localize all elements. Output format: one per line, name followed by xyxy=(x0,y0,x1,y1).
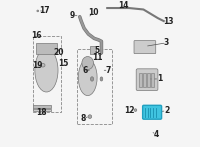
Text: 19: 19 xyxy=(33,61,43,70)
Text: 18: 18 xyxy=(36,108,47,117)
Text: 2: 2 xyxy=(164,106,169,115)
Text: 1: 1 xyxy=(157,75,162,83)
Bar xyxy=(143,73,146,87)
Text: 6: 6 xyxy=(82,66,87,75)
Text: 5: 5 xyxy=(95,46,100,55)
Bar xyxy=(33,109,51,111)
FancyBboxPatch shape xyxy=(136,69,158,91)
Bar xyxy=(151,73,154,87)
Text: 12: 12 xyxy=(124,106,134,115)
Ellipse shape xyxy=(78,59,97,96)
Bar xyxy=(33,105,51,108)
Bar xyxy=(36,43,57,54)
Text: 11: 11 xyxy=(92,53,102,62)
Bar xyxy=(77,49,112,124)
Ellipse shape xyxy=(90,77,94,81)
Text: 16: 16 xyxy=(31,31,42,40)
Text: 13: 13 xyxy=(163,17,173,26)
Text: 7: 7 xyxy=(106,66,111,75)
Bar xyxy=(33,36,61,112)
Text: 20: 20 xyxy=(53,48,64,57)
Ellipse shape xyxy=(37,10,39,12)
FancyBboxPatch shape xyxy=(143,105,162,119)
Text: 3: 3 xyxy=(164,38,169,47)
Ellipse shape xyxy=(134,109,137,111)
Ellipse shape xyxy=(35,49,58,92)
Text: 17: 17 xyxy=(39,6,50,15)
Text: 15: 15 xyxy=(58,59,68,68)
Bar xyxy=(139,73,142,87)
Bar xyxy=(147,73,150,87)
Text: 4: 4 xyxy=(154,130,159,139)
Text: 9: 9 xyxy=(70,11,75,20)
Ellipse shape xyxy=(41,63,45,67)
Bar xyxy=(90,46,96,54)
Ellipse shape xyxy=(82,57,93,70)
FancyBboxPatch shape xyxy=(134,41,156,54)
Text: 8: 8 xyxy=(81,114,86,123)
Text: 10: 10 xyxy=(88,8,99,17)
Ellipse shape xyxy=(100,77,103,81)
Ellipse shape xyxy=(88,115,92,118)
Text: 14: 14 xyxy=(118,1,128,10)
